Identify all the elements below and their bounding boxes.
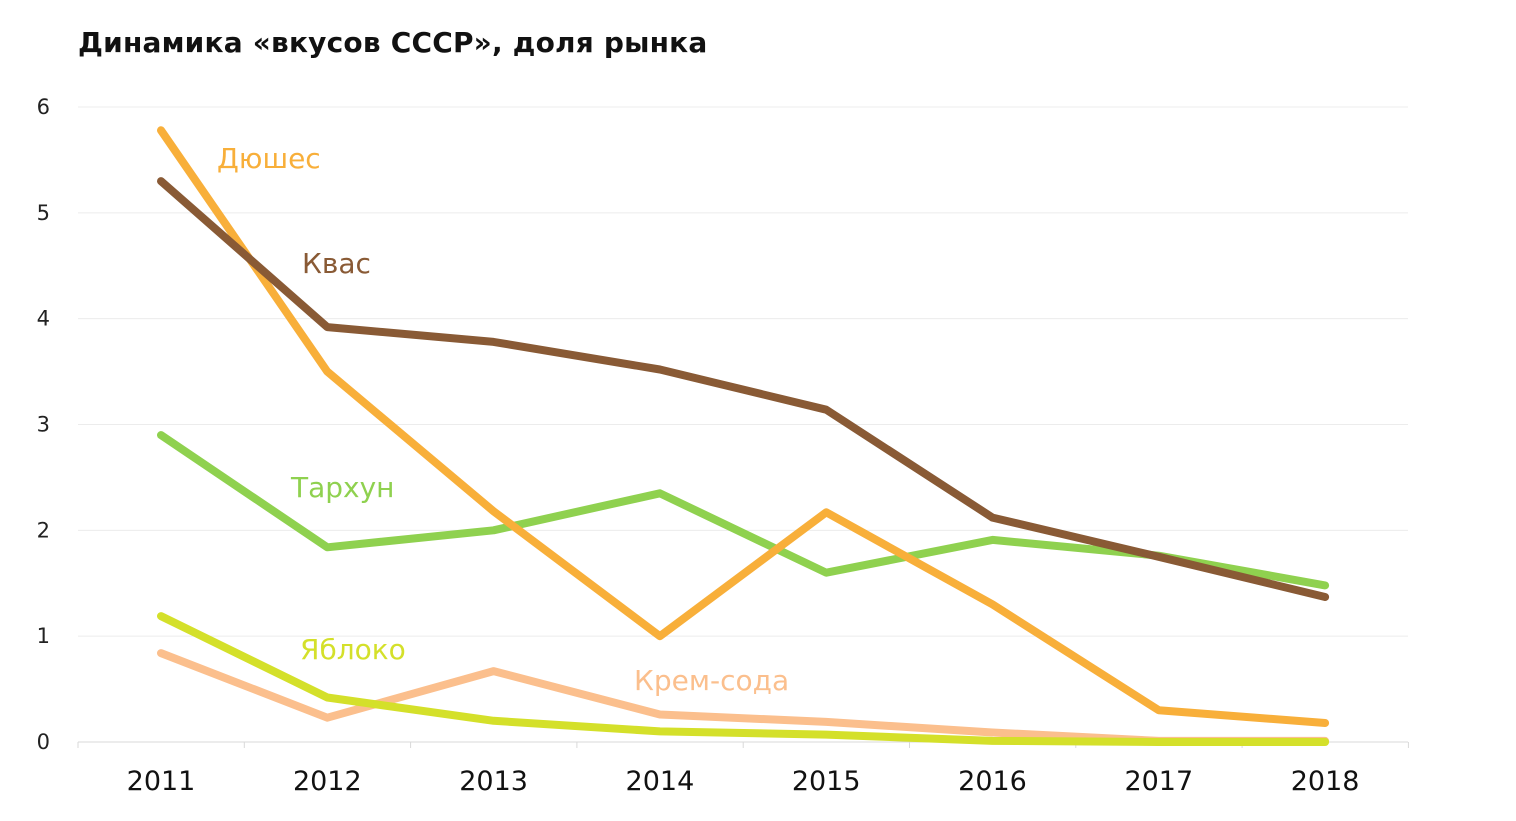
y-tick-label: 6: [37, 95, 50, 119]
x-tick-label: 2011: [127, 766, 196, 797]
series-label-1: Квас: [302, 247, 371, 280]
y-tick-label: 4: [37, 307, 50, 331]
y-tick-label: 3: [37, 413, 50, 437]
x-tick-label: 2017: [1124, 766, 1193, 797]
x-tick-label: 2013: [459, 766, 528, 797]
x-axis-tick-labels: 2011 2012 2013 2014 2015 2016 2017 2018: [127, 766, 1360, 797]
series-line-0: [157, 126, 1330, 727]
y-tick-label: 2: [37, 518, 50, 542]
x-tick-label: 2016: [958, 766, 1027, 797]
series-lines: [157, 126, 1330, 746]
gridlines: [78, 106, 1408, 637]
series-line-2: [157, 431, 1330, 590]
chart-title: Динамика «вкусов СССР», доля рынка: [78, 26, 708, 59]
series-label-4: Крем-сода: [634, 664, 789, 697]
y-tick-label: 5: [37, 201, 50, 225]
series-labels: Дюшес Квас Тархун Яблоко Крем-сода: [217, 142, 789, 697]
series-label-2: Тархун: [290, 471, 394, 504]
x-tick-label: 2015: [792, 766, 861, 797]
y-tick-label: 1: [37, 624, 50, 648]
y-axis-tick-labels: 0 1 2 3 4 5 6: [37, 95, 50, 754]
series-label-0: Дюшес: [217, 142, 321, 175]
series-line-3: [157, 612, 1330, 746]
series-label-3: Яблоко: [300, 633, 406, 666]
series-line-1: [157, 177, 1330, 601]
y-tick-label: 0: [37, 730, 50, 754]
x-tick-label: 2018: [1291, 766, 1360, 797]
x-tick-label: 2014: [626, 766, 695, 797]
x-tick-label: 2012: [293, 766, 362, 797]
